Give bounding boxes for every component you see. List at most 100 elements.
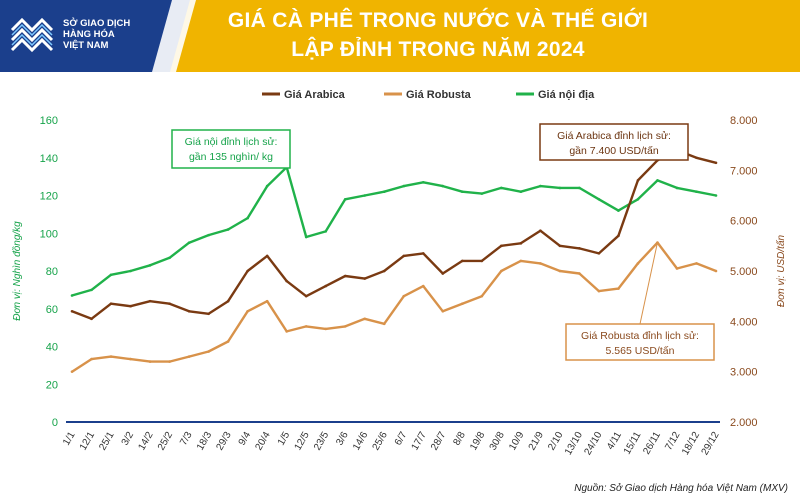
annotation-box: [171, 129, 291, 169]
data-point-arabica: [421, 252, 425, 255]
data-point-domestic: [265, 184, 269, 188]
y-tick-right: 2.000: [730, 417, 758, 429]
x-tick-label: 1/1: [61, 430, 78, 448]
data-point-robusta: [343, 325, 347, 328]
data-point-arabica: [636, 179, 640, 182]
data-point-domestic: [207, 233, 210, 237]
data-point-arabica: [558, 244, 562, 248]
x-tick-label: 25/1: [97, 430, 116, 453]
x-tick-label: 18/12: [680, 430, 702, 458]
data-point-arabica: [148, 299, 152, 303]
y-tick-left: 120: [40, 191, 58, 203]
data-point-arabica: [129, 304, 132, 308]
data-point-domestic: [402, 184, 406, 188]
data-point-domestic: [343, 197, 347, 201]
x-tick-label: 23/5: [312, 430, 331, 453]
data-point-domestic: [129, 269, 132, 273]
y-tick-left: 60: [46, 304, 58, 316]
annotation-box: [565, 323, 715, 361]
x-tick-label: 10/9: [507, 430, 526, 453]
data-point-robusta: [187, 355, 191, 358]
data-point-arabica: [285, 279, 288, 283]
source-note: Nguồn: Sở Giao dịch Hàng hóa Việt Nam (M…: [574, 483, 788, 494]
data-point-domestic: [695, 190, 698, 194]
x-tick-label: 18/3: [195, 430, 214, 453]
data-point-robusta: [461, 302, 464, 306]
x-tick-label: 20/4: [253, 430, 272, 453]
y-tick-left: 0: [52, 417, 58, 429]
data-point-domestic: [461, 190, 464, 194]
data-point-domestic: [578, 186, 581, 190]
data-point-arabica: [480, 259, 484, 263]
data-point-domestic: [109, 273, 113, 277]
banner-background: [0, 0, 800, 72]
data-point-domestic: [226, 228, 230, 231]
data-point-robusta: [148, 360, 152, 363]
coffee-price-chart: Giá Arabica Giá Robusta Giá nội địa 0 20 40 60…: [11, 89, 787, 458]
data-point-robusta: [558, 269, 562, 273]
data-point-robusta: [617, 287, 620, 290]
data-point-robusta: [519, 259, 523, 263]
logo-line-3: VIỆT NAM: [63, 40, 109, 51]
annotation-text: 5.565 USD/tấn: [606, 345, 675, 357]
data-point-robusta: [539, 262, 542, 265]
y-tick-right: 4.000: [730, 316, 758, 328]
mxv-logo: SỞ GIAO DỊCH HÀNG HÓA VIỆT NAM: [8, 6, 158, 62]
x-tick-label: 15/11: [622, 430, 644, 457]
x-tick-label: 2/10: [546, 430, 565, 453]
data-point-arabica: [382, 269, 386, 273]
x-tick-label: 13/10: [563, 430, 585, 458]
data-point-arabica: [578, 247, 581, 250]
data-point-arabica: [109, 302, 113, 306]
y-tick-right: 3.000: [730, 367, 758, 379]
x-tick-label: 25/2: [156, 430, 175, 453]
data-point-domestic: [363, 194, 367, 197]
data-point-robusta: [714, 269, 718, 273]
x-tick-label: 12/5: [293, 430, 312, 453]
legend-label: Giá nội địa: [538, 89, 595, 101]
data-point-arabica: [402, 254, 406, 258]
data-point-domestic: [304, 235, 308, 239]
x-tick-label: 26/11: [641, 430, 663, 457]
y-tick-right: 5.000: [730, 266, 758, 278]
data-point-arabica: [500, 244, 503, 248]
annotation-text: Giá Robusta đỉnh lịch sử:: [581, 330, 699, 342]
annotation-text: gần 135 nghìn/ kg: [189, 151, 273, 163]
chart-title-line-1: GIÁ CÀ PHÊ TRONG NƯỚC VÀ THẾ GIỚI: [227, 9, 649, 32]
y-tick-left: 160: [40, 115, 58, 127]
data-point-domestic: [187, 241, 191, 244]
data-point-robusta: [441, 309, 445, 313]
data-point-domestic: [675, 186, 679, 190]
data-point-arabica: [187, 309, 191, 313]
data-point-robusta: [675, 267, 679, 270]
data-point-domestic: [148, 264, 152, 267]
data-point-arabica: [265, 254, 269, 258]
data-point-robusta: [129, 357, 132, 361]
data-point-arabica: [226, 299, 230, 303]
annotation-text: Giá nội đỉnh lịch sử:: [185, 136, 278, 148]
series-line-domestic: [71, 165, 717, 297]
data-point-robusta: [500, 269, 503, 273]
data-point-arabica: [539, 229, 542, 233]
data-point-domestic: [246, 216, 249, 220]
data-point-arabica: [695, 156, 698, 160]
series-line-robusta: [71, 241, 717, 373]
data-point-robusta: [636, 262, 640, 265]
x-tick-label: 25/6: [371, 430, 390, 453]
data-point-domestic: [617, 209, 620, 212]
series-line-arabica: [71, 148, 717, 321]
data-point-arabica: [207, 312, 210, 316]
x-tick-label: 4/11: [605, 430, 624, 452]
data-point-robusta: [70, 370, 74, 373]
data-point-domestic: [480, 192, 484, 195]
data-point-arabica: [519, 242, 523, 245]
data-point-robusta: [265, 299, 269, 303]
y-tick-left: 140: [40, 153, 58, 165]
chart-title-line-2: LẬP ĐỈNH TRONG NĂM 2024: [291, 38, 585, 61]
legend-label: Giá Arabica: [284, 89, 346, 101]
x-tick-label: 28/7: [429, 430, 448, 453]
annotation-leader: [639, 242, 658, 325]
data-point-arabica: [324, 284, 327, 288]
legend-label: Giá Robusta: [406, 89, 472, 101]
data-point-domestic: [90, 288, 93, 292]
